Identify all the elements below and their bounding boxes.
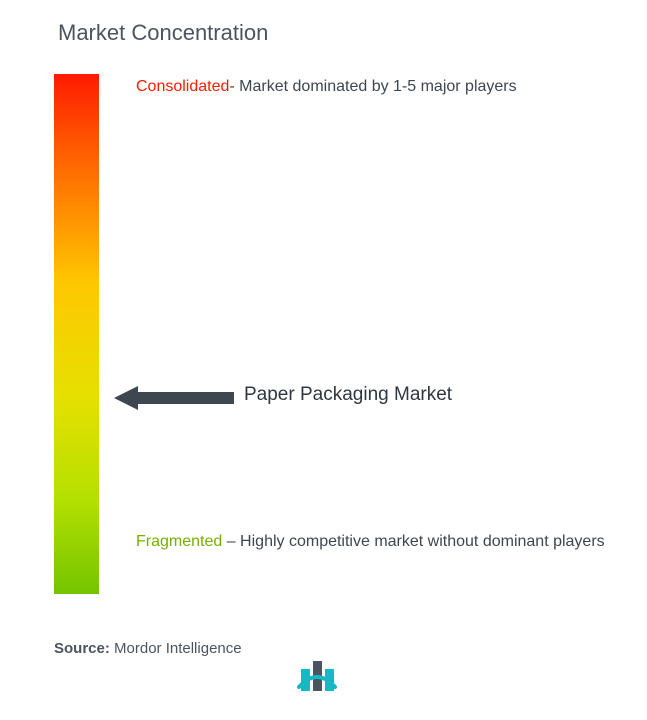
source-line: Source: Mordor Intelligence xyxy=(54,640,242,657)
consolidated-label: Consolidated- Market dominated by 1-5 ma… xyxy=(136,76,517,98)
page-title: Market Concentration xyxy=(58,20,268,46)
consolidated-desc: - Market dominated by 1-5 major players xyxy=(229,78,516,95)
fragmented-desc: – Highly competitive market without domi… xyxy=(222,533,604,550)
fragmented-keyword: Fragmented xyxy=(136,533,222,550)
marker-arrow xyxy=(114,384,234,412)
mordor-logo-icon xyxy=(295,655,339,695)
marker-label: Paper Packaging Market xyxy=(244,384,452,406)
concentration-gradient-bar xyxy=(54,74,99,594)
source-value: Mordor Intelligence xyxy=(110,640,242,657)
fragmented-label: Fragmented – Highly competitive market w… xyxy=(136,530,605,554)
source-prefix: Source: xyxy=(54,640,110,657)
consolidated-keyword: Consolidated xyxy=(136,78,229,95)
